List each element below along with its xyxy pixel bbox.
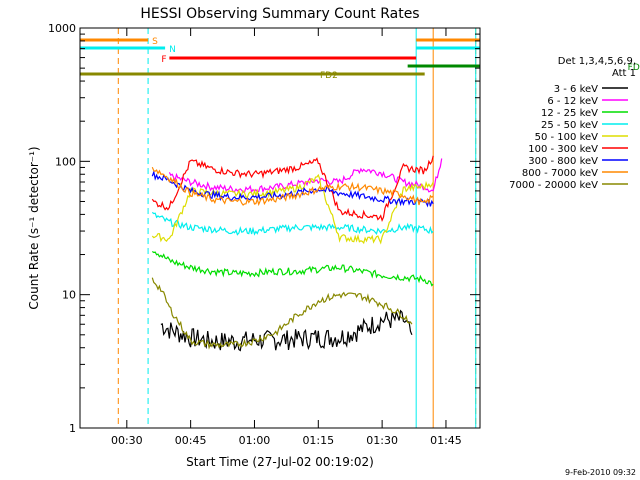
legend-label: 300 - 800 keV	[528, 156, 598, 167]
plot-frame	[79, 27, 481, 429]
series-line-0	[160, 309, 413, 352]
plot-marks: S NF FD1 FD2	[80, 28, 640, 428]
legend-header: Att 1	[612, 68, 636, 79]
y-tick-label: 10	[62, 289, 76, 302]
y-tick-label: 1000	[48, 22, 76, 35]
x-tick-label: 01:00	[239, 434, 271, 447]
y-axis-label: Count Rate (s⁻¹ detector⁻¹)	[27, 146, 41, 309]
legend-label: 12 - 25 keV	[541, 108, 598, 119]
flag-label-n: N	[169, 45, 176, 55]
y-tick-label: 1	[69, 422, 76, 435]
y-tick-label: 100	[55, 155, 76, 168]
flag-label-fd1: FD1	[628, 63, 640, 73]
series-line-5	[151, 155, 434, 223]
legend-label: 6 - 12 keV	[547, 96, 598, 107]
x-tick-label: 01:45	[430, 434, 462, 447]
x-tick-label: 00:30	[111, 434, 143, 447]
legend-label: 7000 - 20000 keV	[509, 180, 598, 191]
x-tick-label: 01:30	[366, 434, 398, 447]
series-line-2	[151, 251, 434, 287]
legend-label: 3 - 6 keV	[554, 84, 598, 95]
flag-label-f: F	[161, 55, 166, 65]
flag-label-fd2: FD2	[320, 71, 338, 81]
flag-label-s: S	[152, 37, 158, 47]
legend-label: 800 - 7000 keV	[522, 168, 598, 179]
x-axis-label: Start Time (27-Jul-02 00:19:02)	[186, 455, 374, 469]
footer-timestamp: 9-Feb-2010 09:32	[565, 468, 636, 477]
legend-label: 25 - 50 keV	[541, 120, 598, 131]
series-line-7	[151, 166, 434, 207]
axes: 00:30 00:45 01:00 01:15 01:30 01:45 1 10 100 1000	[48, 22, 480, 447]
x-tick-label: 01:15	[302, 434, 334, 447]
x-tick-label: 00:45	[175, 434, 207, 447]
legend-label: 50 - 100 keV	[535, 132, 599, 143]
legend-label: 100 - 300 keV	[528, 144, 598, 155]
legend-header: Det 1,3,4,5,6,9,	[558, 56, 636, 67]
series-line-6	[151, 169, 434, 208]
chart-title: HESSI Observing Summary Count Rates	[140, 6, 419, 22]
series-line-8	[151, 277, 413, 350]
